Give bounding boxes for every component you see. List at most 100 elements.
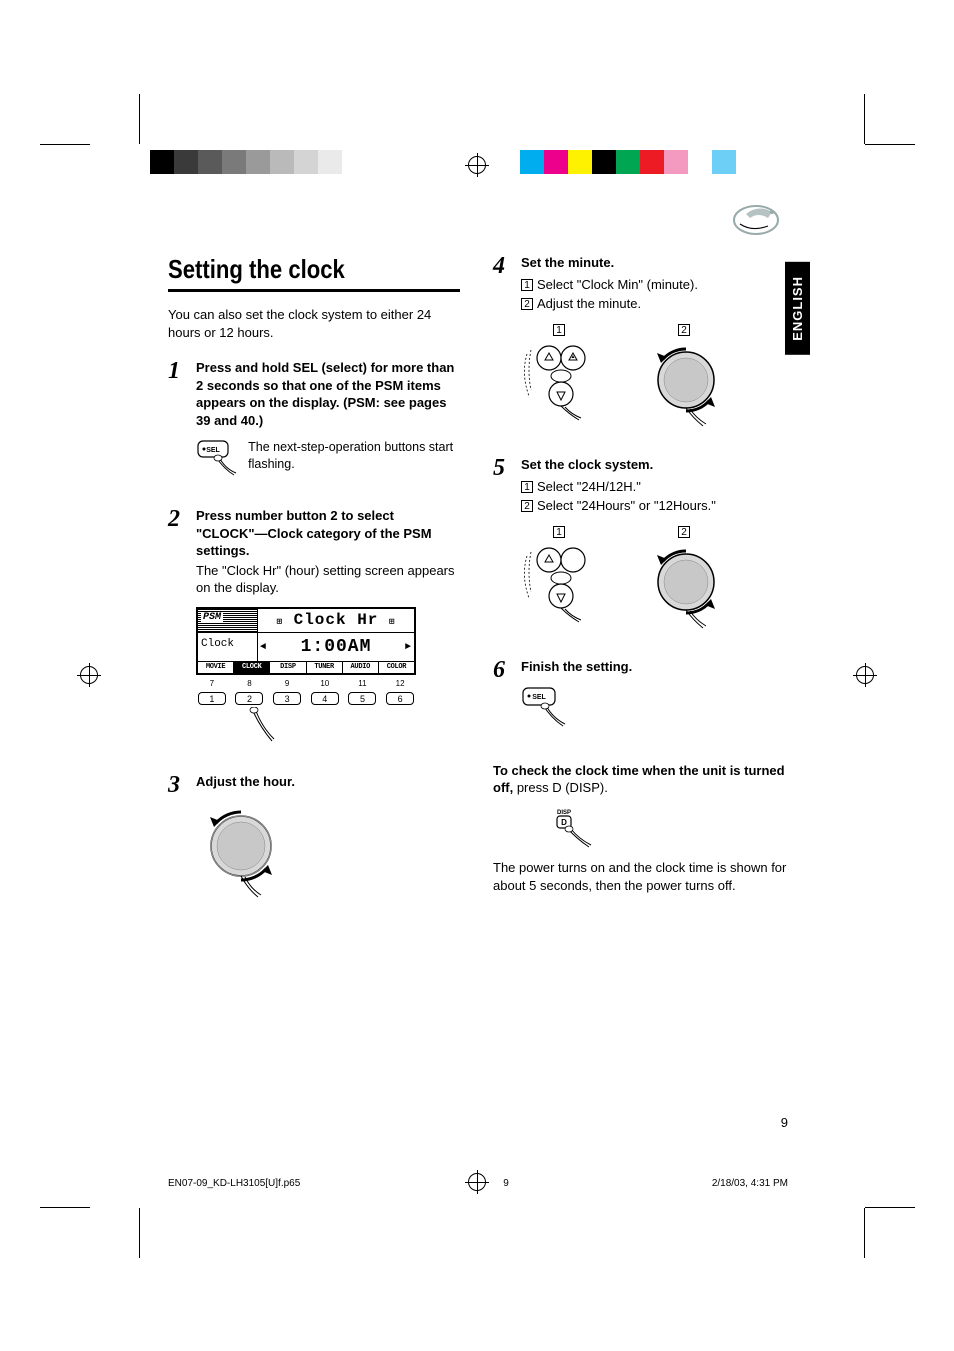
swatch [198,150,222,174]
number-button: 1 [198,692,226,705]
updown-buttons-icon: ▲ [521,340,601,422]
display-tab: CLOCK [234,662,270,673]
substep-text: Select "24Hours" or "12Hours." [537,498,716,513]
callout-number: 2 [678,324,690,336]
number-label: 9 [273,679,301,690]
step-5: 5 Set the clock system. 1 Select "24H/12H… [493,456,788,640]
sel-button-icon: SEL [521,686,577,732]
display-tab: MOVIE [198,662,234,673]
number-button: 2 [235,692,263,705]
step-heading: Finish the setting. [521,658,788,676]
footer: EN07-09_KD-LH3105[U]f.p65 9 2/18/03, 4:3… [168,1178,788,1189]
number-button: 6 [386,692,414,705]
substep-number: 1 [521,481,533,493]
step-number: 3 [168,773,186,909]
intro-text: You can also set the clock system to eit… [168,306,463,341]
psm-label: PSM [201,612,223,623]
number-label: 11 [348,679,376,690]
number-label: 10 [311,679,339,690]
disp-button-icon: DISP D [553,807,599,851]
step-heading: Press number button 2 to select "CLOCK"—… [196,507,463,560]
updown-buttons-icon [521,542,601,624]
note-tail: press D (DISP). [513,780,608,795]
step-3: 3 Adjust the hour. [168,773,463,909]
step-number: 2 [168,507,186,755]
page-content: ENGLISH Setting the clock You can also s… [168,200,788,1160]
section-title: Setting the clock [168,254,419,285]
step-heading: Adjust the hour. [196,773,463,791]
svg-text:DISP: DISP [557,810,571,816]
rotary-dial-icon [641,542,731,632]
clock-label: Clock [198,633,258,661]
display-tabs: MOVIECLOCKDISPTUNERAUDIOCOLOR [198,661,414,673]
sel-button-icon: SEL [196,439,238,481]
page-number: 9 [781,1115,788,1130]
step-6: 6 Finish the setting. SEL [493,658,788,740]
step-2: 2 Press number button 2 to select "CLOCK… [168,507,463,755]
number-label: 7 [198,679,226,690]
substep-number: 2 [521,500,533,512]
footer-filename: EN07-09_KD-LH3105[U]f.p65 [168,1178,300,1189]
registration-mark [468,156,486,174]
step-number: 4 [493,254,511,438]
step-note: The next-step-operation buttons start fl… [248,439,463,473]
swatch [342,150,366,174]
number-label: 12 [386,679,414,690]
number-button: 5 [348,692,376,705]
swatch [318,150,342,174]
callout-number: 1 [553,526,565,538]
display-tab: COLOR [379,662,414,673]
display-time: 1:00AM [301,637,372,657]
language-tab: ENGLISH [785,262,810,355]
swatch [150,150,174,174]
callout-number: 2 [678,526,690,538]
rotary-dial-icon [641,340,731,430]
callout-number: 1 [553,324,565,336]
substep-text: Select "24H/12H." [537,479,641,494]
swatch [592,150,616,174]
swatch [688,150,712,174]
step-heading: Set the minute. [521,254,788,272]
grayscale-calibration-bar [150,150,366,174]
display-tab: DISP [270,662,306,673]
swatch [520,150,544,174]
rotary-dial-icon [196,801,286,901]
number-buttons-illustration: 789101112 123456 [196,679,416,755]
number-label: 8 [235,679,263,690]
step-number: 1 [168,359,186,489]
step-heading: Set the clock system. [521,456,788,474]
swatch [246,150,270,174]
display-tab: AUDIO [343,662,379,673]
swatch [270,150,294,174]
substep-text: Adjust the minute. [537,296,641,311]
color-calibration-bar [520,150,736,174]
svg-text:▲: ▲ [571,354,576,360]
step-text: The "Clock Hr" (hour) setting screen app… [196,562,463,597]
display-tab: TUNER [307,662,343,673]
note-body: The power turns on and the clock time is… [493,859,788,894]
svg-text:D: D [561,818,567,827]
swatch [294,150,318,174]
swatch [174,150,198,174]
substep-text: Select "Clock Min" (minute). [537,277,698,292]
number-button: 4 [311,692,339,705]
step-number: 5 [493,456,511,640]
substep-number: 1 [521,279,533,291]
step-4: 4 Set the minute. 1 Select "Clock Min" (m… [493,254,788,438]
registration-mark [856,666,874,684]
swatch [568,150,592,174]
swatch [664,150,688,174]
swatch [712,150,736,174]
step-heading: Press and hold SEL (select) for more tha… [196,359,463,429]
swatch [222,150,246,174]
corner-logo-icon [728,200,788,240]
swatch [640,150,664,174]
footer-page: 9 [503,1178,509,1189]
left-column: Setting the clock You can also set the c… [168,254,463,927]
note-block: To check the clock time when the unit is… [493,762,788,894]
svg-text:SEL: SEL [532,694,546,701]
swatch [544,150,568,174]
substep-number: 2 [521,298,533,310]
registration-mark [80,666,98,684]
number-button: 3 [273,692,301,705]
